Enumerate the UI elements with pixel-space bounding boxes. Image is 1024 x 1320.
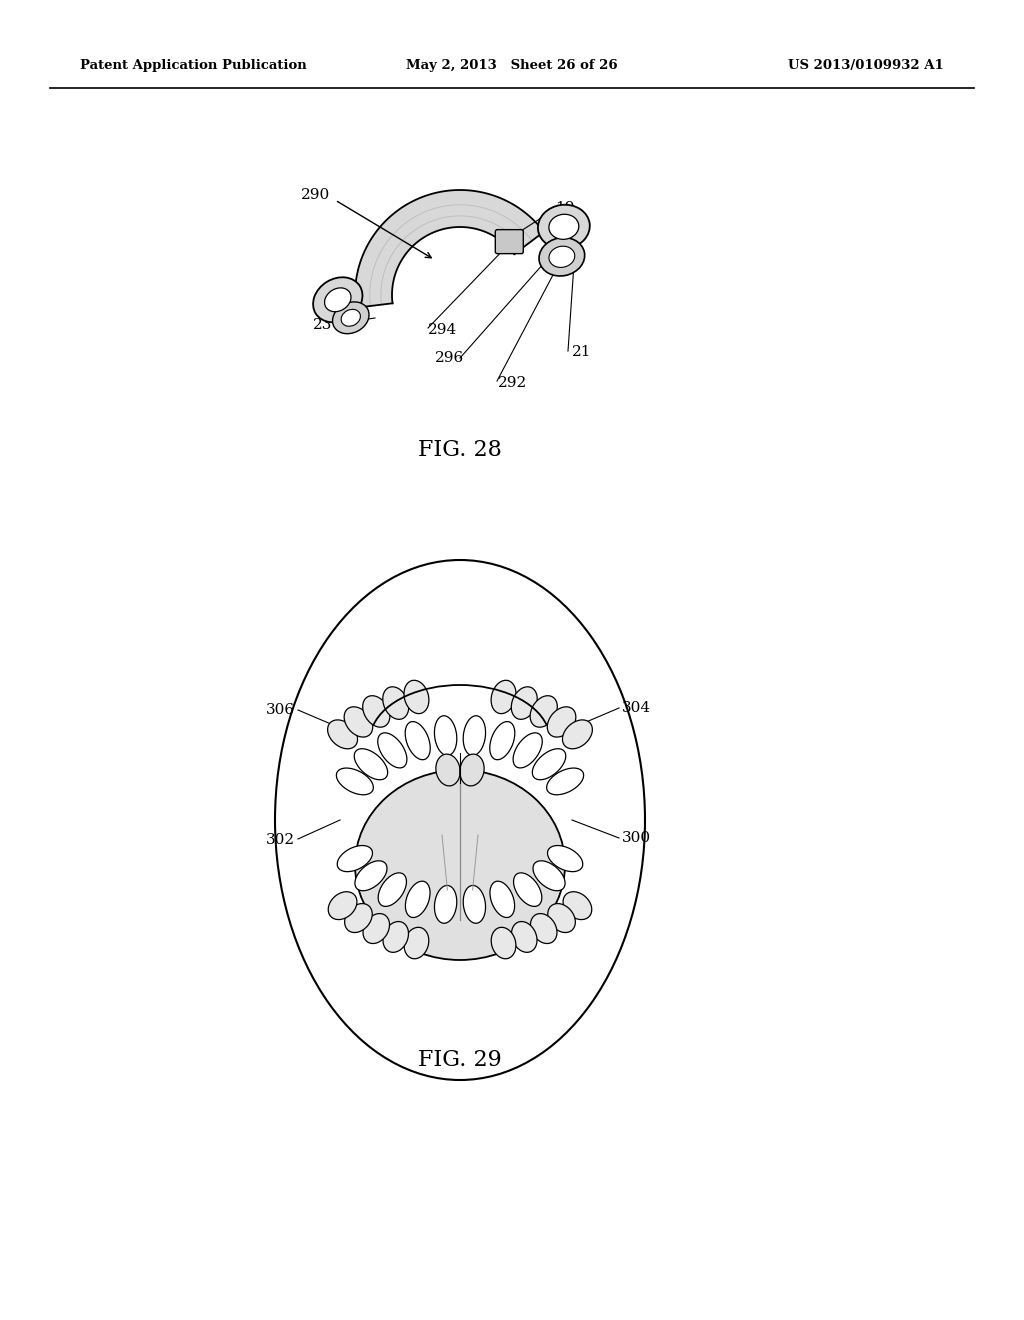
Text: Patent Application Publication: Patent Application Publication (80, 58, 307, 71)
Text: May 2, 2013   Sheet 26 of 26: May 2, 2013 Sheet 26 of 26 (407, 58, 617, 71)
Ellipse shape (362, 696, 390, 727)
Ellipse shape (548, 904, 575, 932)
Ellipse shape (354, 748, 388, 780)
Ellipse shape (337, 846, 373, 871)
Text: 21: 21 (572, 345, 592, 359)
Ellipse shape (325, 288, 351, 312)
Text: 300: 300 (622, 832, 651, 845)
Text: 296: 296 (435, 351, 464, 366)
Ellipse shape (547, 706, 575, 737)
Ellipse shape (313, 277, 362, 322)
Ellipse shape (355, 770, 565, 960)
Ellipse shape (460, 754, 484, 785)
Text: 23: 23 (312, 318, 332, 333)
Ellipse shape (406, 722, 430, 760)
Ellipse shape (345, 904, 373, 932)
Ellipse shape (364, 913, 389, 944)
Ellipse shape (333, 302, 369, 334)
Ellipse shape (404, 928, 429, 958)
Text: 306: 306 (266, 704, 295, 717)
Ellipse shape (532, 748, 566, 780)
Text: 290: 290 (301, 187, 330, 202)
Ellipse shape (404, 680, 429, 714)
Ellipse shape (355, 861, 387, 891)
Ellipse shape (492, 928, 516, 958)
Text: 302: 302 (266, 833, 295, 847)
Ellipse shape (328, 719, 357, 748)
Ellipse shape (463, 886, 485, 923)
Ellipse shape (436, 754, 460, 785)
Ellipse shape (549, 247, 574, 268)
Ellipse shape (341, 309, 360, 326)
Ellipse shape (530, 913, 557, 944)
FancyBboxPatch shape (496, 230, 523, 253)
Ellipse shape (434, 715, 457, 755)
Ellipse shape (562, 719, 593, 748)
Ellipse shape (548, 846, 583, 871)
Ellipse shape (383, 921, 409, 952)
Ellipse shape (534, 861, 565, 891)
Text: FIG. 28: FIG. 28 (418, 440, 502, 461)
Text: 19: 19 (555, 201, 574, 215)
Ellipse shape (463, 715, 485, 755)
Text: FIG. 29: FIG. 29 (418, 1049, 502, 1071)
Ellipse shape (563, 892, 592, 920)
Ellipse shape (406, 882, 430, 917)
Ellipse shape (539, 238, 585, 276)
Ellipse shape (383, 686, 409, 719)
Ellipse shape (378, 873, 407, 907)
Ellipse shape (513, 733, 543, 768)
Ellipse shape (336, 768, 374, 795)
Ellipse shape (378, 733, 407, 768)
Ellipse shape (530, 696, 557, 727)
Ellipse shape (512, 921, 537, 952)
Polygon shape (355, 190, 544, 308)
Ellipse shape (538, 205, 590, 249)
Ellipse shape (489, 722, 515, 760)
Ellipse shape (329, 892, 357, 920)
Text: 294: 294 (428, 323, 458, 337)
Ellipse shape (344, 706, 373, 737)
Text: 292: 292 (498, 376, 527, 389)
Ellipse shape (434, 886, 457, 923)
Text: US 2013/0109932 A1: US 2013/0109932 A1 (788, 58, 944, 71)
Ellipse shape (514, 873, 542, 907)
Text: 304: 304 (622, 701, 651, 715)
Ellipse shape (547, 768, 584, 795)
Ellipse shape (511, 686, 538, 719)
Ellipse shape (549, 214, 579, 239)
Ellipse shape (492, 680, 516, 714)
Ellipse shape (489, 882, 515, 917)
